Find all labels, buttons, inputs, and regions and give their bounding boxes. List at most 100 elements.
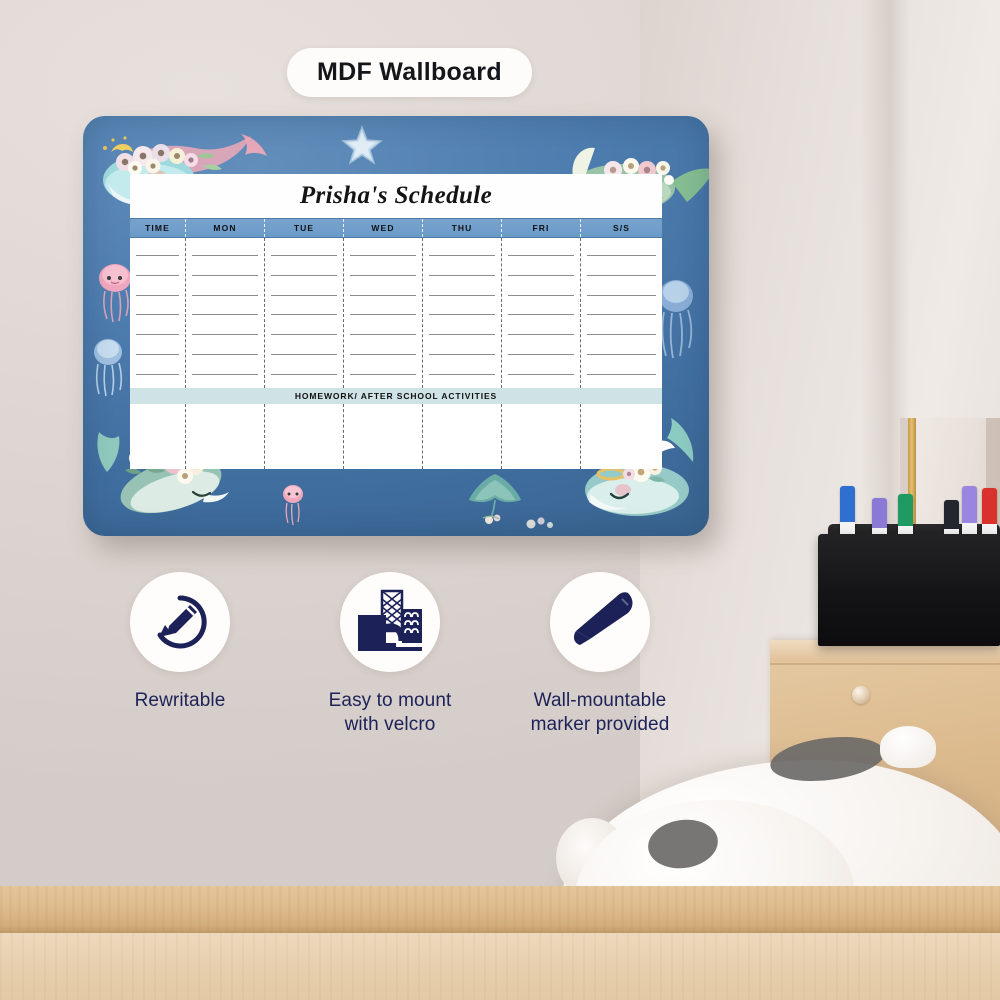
writing-line[interactable] [429, 275, 495, 277]
writing-line[interactable] [508, 314, 574, 316]
writing-line[interactable] [429, 353, 495, 355]
writing-line[interactable] [350, 255, 416, 257]
homework-column-wed[interactable] [344, 404, 423, 469]
schedule-column-wed[interactable] [344, 238, 423, 388]
writing-line[interactable] [136, 334, 179, 336]
writing-line[interactable] [429, 334, 495, 336]
writing-line[interactable] [350, 373, 416, 375]
feature-rewritable: Rewritable [95, 572, 265, 752]
column-header-wed: WED [344, 219, 423, 237]
writing-line[interactable] [192, 373, 258, 375]
column-header-s-s: S/S [612, 223, 630, 233]
dresser-knob [852, 686, 870, 704]
homework-column-tue[interactable] [265, 404, 344, 469]
writing-line[interactable] [192, 255, 258, 257]
writing-line[interactable] [587, 314, 656, 316]
plush-bear-tail-tuft [880, 726, 936, 768]
wooden-floor [0, 933, 1000, 1000]
writing-line[interactable] [508, 255, 574, 257]
writing-line[interactable] [587, 294, 656, 296]
writing-line[interactable] [192, 353, 258, 355]
column-header-thu: THU [423, 219, 502, 237]
writing-line[interactable] [508, 294, 574, 296]
bubble-cluster-icon [526, 517, 553, 529]
schedule-table[interactable]: TIME MON TUE WED THU FRI S/S HOMEWORK/ AFTER S… [130, 218, 662, 469]
product-type-badge: MDF Wallboard [287, 48, 532, 97]
writing-line[interactable] [429, 294, 495, 296]
writing-line[interactable] [587, 334, 656, 336]
schedule-column-thu[interactable] [423, 238, 502, 388]
writing-line[interactable] [192, 314, 258, 316]
writing-line[interactable] [136, 294, 179, 296]
column-header-tue: TUE [265, 219, 344, 237]
writing-line[interactable] [271, 294, 337, 296]
homework-column-time[interactable] [130, 404, 186, 469]
marker-icon-circle [550, 572, 650, 672]
feature-list: Rewritable Ea [95, 572, 715, 752]
wall-skirting-board [0, 886, 1000, 939]
schedule-column-fri[interactable] [502, 238, 581, 388]
stingray-icon [469, 474, 521, 524]
writing-line[interactable] [508, 373, 574, 375]
board-surface: Prisha's Schedule TIME MON TUE WED THU FRI S/S… [83, 116, 709, 536]
writing-line[interactable] [587, 255, 656, 257]
writing-line[interactable] [587, 353, 656, 355]
schedule-column-s-s[interactable] [581, 238, 662, 388]
feature-marker: Wall-mountable marker provided [515, 572, 685, 752]
marker-holder [818, 534, 1000, 646]
writing-line[interactable] [350, 314, 416, 316]
writing-line[interactable] [271, 373, 337, 375]
writing-line[interactable] [192, 275, 258, 277]
writing-line[interactable] [350, 294, 416, 296]
writing-line[interactable] [350, 353, 416, 355]
schedule-column-mon[interactable] [186, 238, 265, 388]
writing-line[interactable] [508, 275, 574, 277]
writing-line[interactable] [136, 314, 179, 316]
velcro-mount-icon [358, 589, 422, 651]
rewritable-icon [157, 595, 207, 649]
homework-column-fri[interactable] [502, 404, 581, 469]
dresser-seam [770, 663, 1000, 665]
feature-marker-label: Wall-mountable marker provided [530, 690, 670, 735]
writing-line[interactable] [192, 294, 258, 296]
blue-jellyfish-left-icon [94, 339, 123, 397]
writing-line[interactable] [587, 275, 656, 277]
schedule-table-header-row: TIME MON TUE WED THU FRI S/S [130, 218, 662, 238]
writing-line[interactable] [429, 373, 495, 375]
feature-velcro: Easy to mount with velcro [305, 572, 475, 752]
schedule-column-tue[interactable] [265, 238, 344, 388]
writing-line[interactable] [350, 275, 416, 277]
writing-line[interactable] [136, 255, 179, 257]
pink-jellyfish-small-icon [283, 485, 303, 526]
writing-line[interactable] [587, 373, 656, 375]
writing-line[interactable] [271, 255, 337, 257]
homework-column-thu[interactable] [423, 404, 502, 469]
homework-column-mon[interactable] [186, 404, 265, 469]
feature-rewritable-label: Rewritable [134, 690, 226, 711]
writing-line[interactable] [271, 353, 337, 355]
writing-line[interactable] [271, 275, 337, 277]
writing-line[interactable] [136, 353, 179, 355]
writing-line[interactable] [429, 255, 495, 257]
column-header-time: TIME [130, 219, 186, 237]
homework-area[interactable] [130, 404, 662, 469]
schedule-table-body[interactable] [130, 238, 662, 388]
writing-line[interactable] [508, 334, 574, 336]
starfish-icon [341, 125, 383, 165]
writing-line[interactable] [136, 275, 179, 277]
schedule-column-time[interactable] [130, 238, 186, 388]
writing-line[interactable] [136, 373, 179, 375]
writing-line[interactable] [508, 353, 574, 355]
writing-line[interactable] [192, 334, 258, 336]
board-title-strip: Prisha's Schedule [130, 174, 662, 218]
feature-velcro-label: Easy to mount with velcro [328, 690, 452, 735]
writing-line[interactable] [429, 314, 495, 316]
writing-line[interactable] [271, 314, 337, 316]
velcro-icon-circle [340, 572, 440, 672]
board-title: Prisha's Schedule [299, 182, 493, 209]
writing-line[interactable] [350, 334, 416, 336]
homework-column-s-s[interactable] [581, 404, 662, 469]
writing-line[interactable] [271, 334, 337, 336]
schedule-wallboard[interactable]: Prisha's Schedule TIME MON TUE WED THU FRI S/S… [83, 116, 709, 536]
